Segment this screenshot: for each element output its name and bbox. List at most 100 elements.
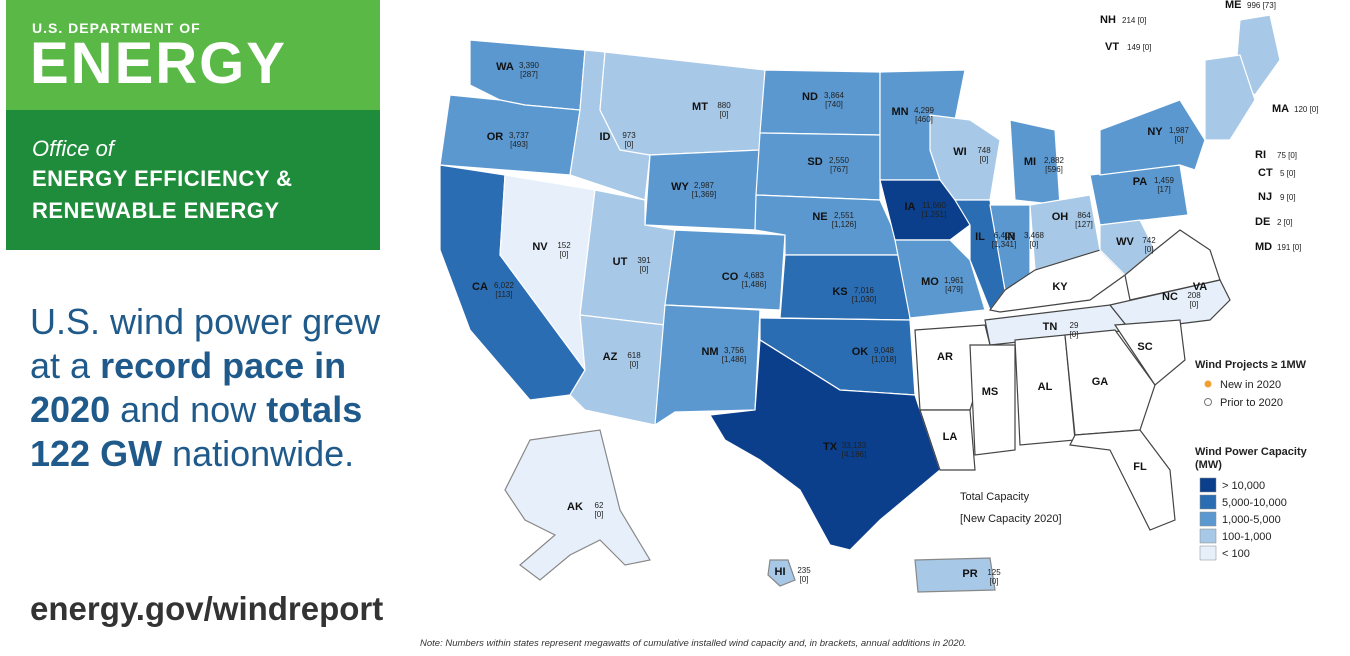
wind-capacity-map: WA 3,390[287] OR 3,737[493] CA 6,022[113] ID 97… [439,0,1318,593]
state-label-va: VA [1193,281,1208,293]
headline-part2: and now [110,389,267,430]
callout-abbr-ma: MA [1272,103,1289,115]
state-NM [654,304,761,427]
doe-eere-logo: U.S. DEPARTMENT OF ENERGY Office of ENER… [6,0,380,250]
callout-value-nh: 214 [0] [1122,16,1146,25]
state-label-az: AZ [603,351,618,363]
capacity-caption-1: Total Capacity [960,491,1030,503]
state-new-ak: [0] [595,510,604,519]
legend-swatch-4 [1199,545,1217,561]
state-label-wy: WY [671,181,689,193]
state-new-ok: [1,018] [872,355,896,364]
state-LA [919,409,976,471]
callout-value-ma: 120 [0] [1294,105,1318,114]
legend-new-marker [1204,380,1212,388]
state-label-il: IL [975,231,985,243]
state-new-mt: [0] [720,110,729,119]
state-new-wv: [0] [1145,245,1154,254]
northeast-callouts: ME 996 [73] NH 214 [0] VT 149 [0] MA 120 [0] RI 7… [1100,0,1318,253]
legend-capacity-title-2: (MW) [1195,459,1222,471]
legend-bin-label-2: 1,000-5,000 [1222,514,1281,526]
state-AK [504,429,651,581]
callout-value-ri: 75 [0] [1277,151,1297,160]
state-new-ia: [1,251] [922,210,946,219]
logo-department: U.S. DEPARTMENT OF [32,20,201,36]
state-label-ar: AR [937,351,953,363]
state-label-mo: MO [921,276,939,288]
state-total-nc: 208 [1187,291,1201,300]
state-new-oh: [127] [1075,220,1093,229]
state-label-mt: MT [692,101,708,113]
headline-part1: U.S. wind power grew at a [30,301,381,386]
state-total-ny: 1,987 [1169,126,1190,135]
state-total-ok: 9,048 [874,346,895,355]
state-new-pr: [0] [990,577,999,586]
state-label-la: LA [943,431,958,443]
state-total-sd: 2,550 [829,156,850,165]
state-new-hi: [0] [800,575,809,584]
state-new-tn: [0] [1070,330,1079,339]
state-label-ny: NY [1147,126,1163,138]
logo-energy: ENERGY [30,31,287,96]
legend-prior-label: Prior to 2020 [1220,397,1283,409]
state-total-in: 3,468 [1024,231,1045,240]
state-new-il: [1,341] [992,240,1016,249]
state-label-sc: SC [1137,341,1152,353]
state-label-ca: CA [472,281,488,293]
callout-value-vt: 149 [0] [1127,43,1151,52]
state-total-az: 618 [627,351,641,360]
callout-value-de: 2 [0] [1277,218,1293,227]
state-total-ne: 2,551 [834,211,855,220]
state-GA [1064,329,1156,436]
state-total-tx: 33,133 [842,441,867,450]
state-new-wy: [1,369] [692,190,716,199]
state-label-oh: OH [1052,211,1069,223]
state-CO [664,229,786,311]
state-label-nd: ND [802,91,818,103]
headline: U.S. wind power grew at a record pace in… [30,300,400,476]
legend-bins: > 10,000 5,000-10,000 1,000-5,000 100-1,000… [1199,477,1287,561]
state-total-ca: 6,022 [494,281,515,290]
state-PR [914,557,996,593]
logo-top-band: U.S. DEPARTMENT OF ENERGY [6,0,380,110]
state-total-nv: 152 [557,241,571,250]
state-new-id: [0] [625,140,634,149]
state-total-nm: 3,756 [724,346,745,355]
capacity-caption-2: [New Capacity 2020] [960,513,1062,525]
state-new-pa: [17] [1157,185,1170,194]
state-label-hi: HI [775,566,786,578]
state-new-wi: [0] [980,155,989,164]
state-new-sd: [767] [830,165,848,174]
state-total-wa: 3,390 [519,61,540,70]
headline-bold2: totals 122 GW [30,389,363,474]
state-label-wa: WA [496,61,514,73]
callout-abbr-de: DE [1255,216,1270,228]
legend-swatch-3 [1199,528,1217,544]
report-url[interactable]: energy.gov/windreport [30,590,384,627]
state-label-ok: OK [852,346,869,358]
state-labels: WA 3,390[287] OR 3,737[493] CA 6,022[113] ID 97… [472,61,1207,586]
callout-abbr-md: MD [1255,241,1272,253]
state-new-mn: [460] [915,115,933,124]
state-label-tn: TN [1043,321,1058,333]
state-label-nm: NM [701,346,718,358]
state-TX [709,338,941,551]
state-total-mi: 2,882 [1044,156,1065,165]
callout-value-ct: 5 [0] [1280,169,1296,178]
state-label-pa: PA [1133,176,1148,188]
state-SC [1113,319,1186,386]
callout-value-nj: 9 [0] [1280,193,1296,202]
legend-bin-label-3: 100-1,000 [1222,531,1272,543]
state-new-tx: [4,186] [842,450,866,459]
state-total-il: 6,409 [994,231,1015,240]
state-label-nv: NV [532,241,548,253]
state-label-id: ID [600,131,611,143]
state-total-ks: 7,016 [854,286,875,295]
state-label-or: OR [487,131,504,143]
state-total-wv: 742 [1142,236,1156,245]
state-label-ks: KS [832,286,847,298]
state-label-al: AL [1038,381,1053,393]
state-label-wi: WI [953,146,966,158]
legend-bin-label-1: 5,000-10,000 [1222,497,1287,509]
state-new-nv: [0] [560,250,569,259]
